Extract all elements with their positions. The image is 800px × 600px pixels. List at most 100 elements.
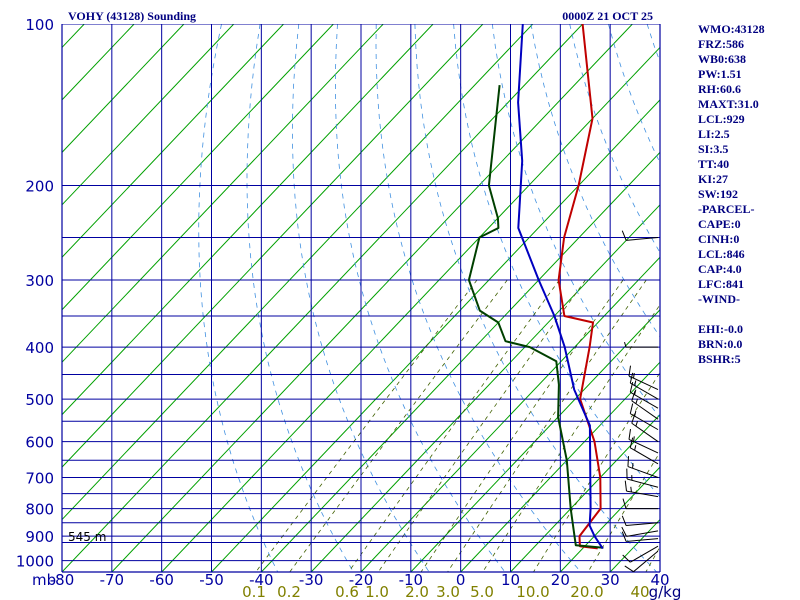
index-row: RH:60.6 [698, 82, 741, 96]
y-tick-label: 700 [25, 470, 54, 488]
wind-barb [624, 341, 658, 348]
isotherm-line [211, 99, 660, 572]
isotherm-line [62, 24, 85, 49]
mixing-ratio-line [255, 279, 478, 572]
adiabat-line [453, 24, 660, 498]
adiabat-line [291, 24, 430, 572]
isotherm-line [460, 361, 660, 572]
y-tick-label: 1000 [16, 553, 54, 571]
index-row: BSHR:5 [698, 352, 741, 366]
adiabat-line [198, 24, 279, 572]
index-row: WMO:43128 [698, 22, 765, 36]
index-row: CINH:0 [698, 232, 740, 246]
temperature-line [557, 24, 602, 550]
isotherm-line [62, 24, 135, 101]
index-row: SI:3.5 [698, 142, 729, 156]
adiabat-line [246, 24, 354, 572]
adiabat-line [491, 24, 660, 419]
isotherm-line [0, 24, 34, 572]
mixing-ratio-line [348, 279, 560, 572]
mixing-ratio-label: 0.1 [242, 583, 266, 600]
dewpoint-line [467, 84, 604, 549]
isotherm-line [62, 24, 185, 154]
mixing-ratio-label: 1.0 [365, 583, 389, 600]
adiabat-line [334, 24, 506, 572]
isotherm-line [62, 24, 484, 468]
background-lines [0, 24, 660, 572]
wind-barb [629, 372, 659, 400]
y-tick-label: 200 [25, 178, 54, 196]
grid-lines [62, 24, 660, 572]
wind-barb [629, 381, 659, 409]
profile-traces [467, 24, 604, 550]
index-row: -PARCEL- [698, 202, 755, 216]
mixing-ratio-line [289, 279, 508, 572]
isotherm-line [360, 256, 660, 572]
index-row [698, 307, 798, 322]
x-tick-label: -10 [399, 571, 424, 589]
y-tick-label: 500 [25, 391, 54, 409]
adiabat-line [414, 24, 657, 572]
wind-barb [629, 437, 659, 465]
isotherm-line [62, 24, 434, 416]
index-row: FRZ:586 [698, 37, 744, 51]
mixing-ratio-label: 3.0 [436, 583, 460, 600]
isotherm-line [62, 24, 384, 363]
x-tick-label: -50 [199, 571, 224, 589]
index-row: SW:192 [698, 187, 739, 201]
x-tick-label: 10 [501, 571, 520, 589]
wind-barb [628, 365, 659, 391]
isotherm-line [62, 24, 583, 572]
adiabat-line [530, 24, 660, 338]
index-row: KI:27 [698, 172, 728, 186]
isotherm-line [410, 308, 660, 572]
mixing-ratio-label: 20.0 [570, 583, 603, 600]
isotherm-line [62, 24, 534, 521]
mixing-ratio-label: 5.0 [470, 583, 494, 600]
wind-barb [621, 531, 659, 542]
index-row: LCL:846 [698, 247, 745, 261]
index-row: MAXT:31.0 [698, 97, 759, 111]
wind-barb [631, 413, 659, 442]
x-tick-label: 0 [456, 571, 466, 589]
adiabat-line [375, 24, 582, 572]
index-row: CAPE:0 [698, 217, 741, 231]
x-tick-label: -80 [50, 571, 75, 589]
index-row: TT:40 [698, 157, 730, 171]
y-tick-label: 600 [25, 434, 54, 452]
wind-barb [627, 456, 659, 478]
mixing-ratio-line [420, 279, 624, 572]
mixing-ratio-label: g/kg [649, 583, 682, 600]
mixing-ratio-label: 10.0 [516, 583, 549, 600]
wind-barb [631, 390, 659, 420]
y-tick-label: 900 [25, 528, 54, 546]
parcel-line [517, 24, 604, 549]
mixing-ratio-line [447, 279, 647, 572]
isotherm-line [111, 24, 633, 572]
x-unit-label: mb [32, 571, 56, 589]
x-tick-label: -60 [149, 571, 174, 589]
x-tick-label: 30 [601, 571, 620, 589]
x-tick-label: -40 [249, 571, 274, 589]
isotherm-line [310, 204, 660, 572]
index-row: WB0:638 [698, 52, 746, 66]
mixing-ratio-line [482, 304, 660, 572]
y-tick-label: 400 [25, 339, 54, 357]
wind-barb [622, 498, 658, 510]
isotherm-line [161, 46, 660, 572]
mixing-ratio-label: 0.6 [335, 583, 359, 600]
mixing-ratio-line [533, 371, 660, 572]
chart-title: VOHY (43128) Sounding [68, 9, 196, 23]
mixing-ratio-label: 0.2 [277, 583, 301, 600]
wind-barb [622, 545, 659, 563]
y-tick-label: 800 [25, 501, 54, 519]
surface-height-label: 545 m [68, 530, 106, 544]
isotherm-line [62, 24, 334, 311]
x-tick-label: 20 [551, 571, 570, 589]
axes [61, 24, 661, 573]
isotherm-line [62, 24, 284, 258]
chart-datetime: 0000Z 21 OCT 25 [562, 9, 653, 23]
mixing-ratio-line [377, 279, 586, 572]
